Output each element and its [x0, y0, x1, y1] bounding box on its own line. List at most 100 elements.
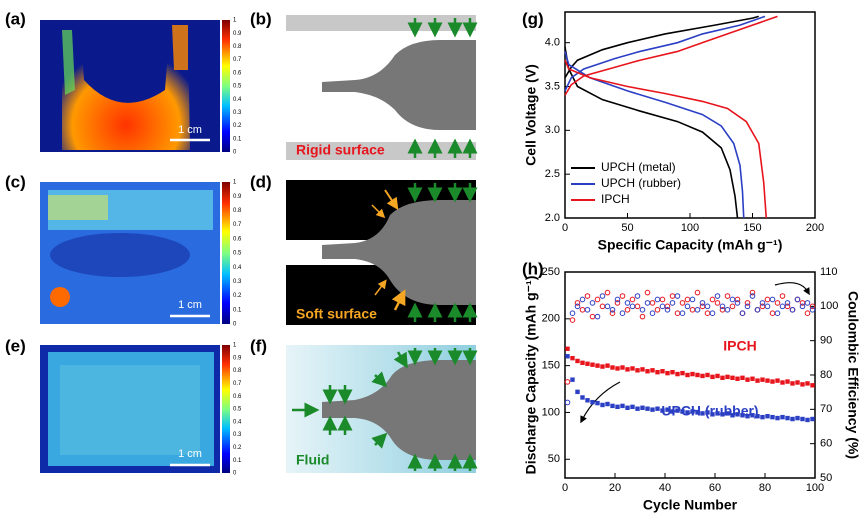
colorbar-tick-label: 0.5	[233, 84, 242, 90]
marker	[569, 317, 576, 323]
marker	[714, 300, 721, 306]
marker	[629, 296, 636, 303]
y2-tick-label: 100	[820, 300, 838, 312]
colorbar-tick-label: 0	[233, 471, 237, 477]
marker	[765, 378, 770, 383]
marker	[590, 399, 595, 405]
marker	[744, 300, 751, 306]
marker	[699, 300, 706, 306]
marker	[705, 410, 710, 415]
marker	[730, 375, 735, 381]
marker	[655, 406, 660, 411]
marker	[744, 303, 751, 310]
x-tick-label: 40	[659, 482, 671, 494]
marker	[729, 303, 736, 310]
panel-label: (a)	[5, 9, 26, 28]
colorbar-tick-label: 0.1	[233, 458, 242, 464]
marker	[665, 407, 670, 412]
marker	[724, 306, 731, 313]
marker	[769, 310, 776, 317]
marker	[595, 363, 600, 368]
x-tick-label: 150	[743, 222, 761, 234]
marker	[620, 403, 625, 409]
colorbar-tick-label: 0.9	[233, 194, 242, 200]
marker	[800, 382, 805, 387]
marker	[649, 300, 656, 306]
marker	[635, 368, 640, 373]
y2-tick-label: 90	[820, 335, 832, 347]
marker	[770, 379, 775, 384]
marker	[649, 310, 656, 317]
colorbar-tick-label: 0.6	[233, 70, 242, 76]
scale-text: 1 cm	[178, 124, 202, 136]
marker	[704, 310, 711, 317]
panel-label: (c)	[5, 172, 26, 191]
scale-text: 1 cm	[178, 448, 202, 460]
marker	[680, 409, 685, 414]
marker	[570, 377, 575, 382]
marker	[564, 379, 571, 385]
line	[564, 15, 778, 219]
colorbar-tick-label: 0.7	[233, 381, 242, 387]
marker	[800, 416, 805, 422]
marker	[604, 289, 611, 296]
marker	[599, 293, 606, 299]
marker	[684, 303, 691, 310]
marker	[615, 404, 620, 410]
marker	[714, 293, 721, 299]
marker	[709, 296, 716, 303]
marker	[790, 381, 795, 386]
colorbar-tick-label: 0.7	[233, 222, 242, 228]
marker	[745, 414, 750, 419]
marker	[659, 296, 666, 303]
marker	[575, 358, 580, 364]
marker	[760, 377, 765, 382]
marker	[809, 306, 816, 313]
marker	[619, 310, 626, 317]
marker	[589, 300, 596, 306]
marker	[614, 300, 621, 306]
marker	[780, 414, 785, 420]
marker	[740, 375, 745, 381]
y-tick-label: 3.0	[545, 124, 560, 136]
x-tick-label: 50	[621, 222, 633, 234]
marker	[639, 306, 646, 313]
marker	[674, 293, 681, 299]
marker	[594, 313, 601, 320]
x-axis-title: Cycle Number	[643, 497, 738, 513]
x-tick-label: 0	[562, 482, 568, 494]
marker	[604, 303, 611, 310]
marker	[809, 303, 816, 310]
marker	[574, 303, 581, 310]
marker	[654, 306, 661, 313]
marker	[704, 303, 711, 310]
marker	[574, 300, 581, 306]
marker	[745, 377, 750, 382]
y-tick-label: 200	[542, 313, 560, 325]
marker	[630, 366, 635, 371]
y2-tick-label: 70	[820, 403, 832, 415]
marker	[579, 296, 586, 303]
marker	[689, 306, 696, 313]
marker	[589, 313, 596, 320]
marker	[779, 293, 786, 299]
marker	[804, 310, 811, 317]
panel-label: (d)	[250, 172, 272, 191]
marker	[764, 296, 771, 303]
marker	[710, 374, 715, 380]
marker	[749, 293, 756, 299]
marker	[810, 383, 815, 388]
marker	[685, 372, 690, 378]
y-tick-label: 4.0	[545, 37, 560, 49]
marker	[625, 367, 630, 372]
x-axis-title: Specific Capacity (mAh g⁻¹)	[598, 237, 783, 253]
marker	[614, 296, 621, 303]
panel-label: (g)	[522, 9, 544, 28]
legend-label: IPCH	[601, 192, 630, 206]
marker	[795, 415, 800, 421]
marker	[584, 293, 591, 299]
marker	[775, 378, 780, 383]
series-label: IPCH	[723, 338, 756, 354]
marker	[764, 303, 771, 310]
